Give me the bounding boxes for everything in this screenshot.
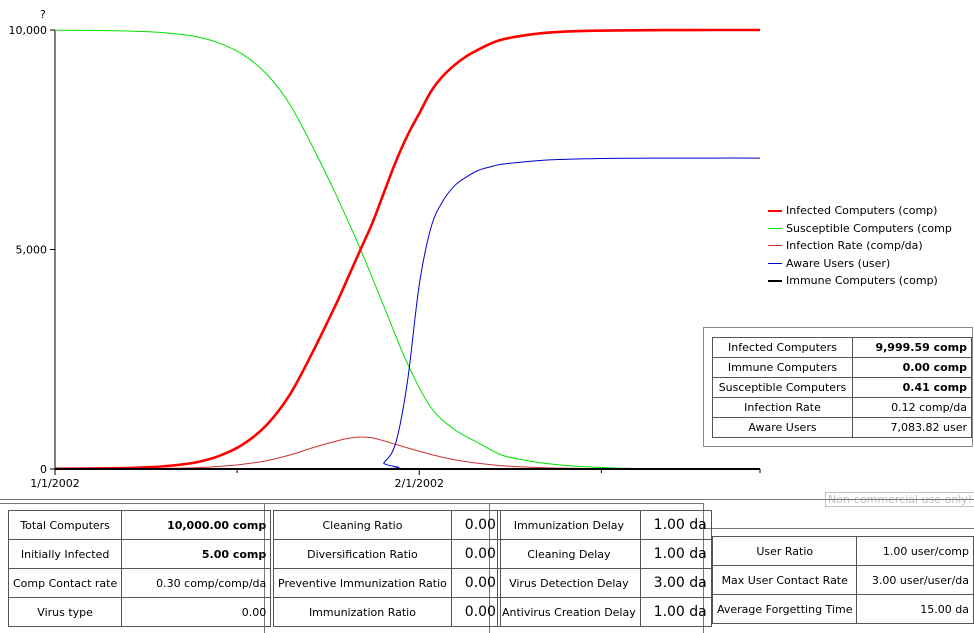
simulation-chart: ? 10,000 5,000 01/1/2002 2/1/2002 (9, 8, 761, 490)
parameter-name: Virus type (7, 597, 123, 627)
parameter-row: Total Computers 10,000.00 comp (7, 510, 272, 540)
value-row: Susceptible Computers 0.41 comp (712, 377, 972, 398)
value-amount: 0.12 comp/da (852, 397, 972, 418)
legend-item: Aware Users (user) (768, 255, 974, 273)
parameter-value[interactable]: 0.00 (450, 597, 501, 627)
parameter-row: Immunization Delay 1.00 da (497, 510, 712, 540)
legend-label: Infected Computers (comp) (786, 204, 938, 218)
legend-label: Infection Rate (comp/da) (786, 239, 923, 253)
value-amount: 0.41 comp (852, 377, 972, 398)
parameter-value[interactable]: 3.00 user/user/da (856, 565, 974, 595)
value-name: Susceptible Computers (712, 377, 853, 398)
parameter-name: Cleaning Delay (497, 539, 641, 569)
legend-item: Infected Computers (comp) (768, 202, 974, 220)
aware-users-user-line (54, 157, 761, 470)
parameter-row: Virus Detection Delay 3.00 da (497, 568, 712, 598)
params4-top-border (703, 528, 974, 529)
legend-swatch (768, 279, 782, 282)
parameter-value[interactable]: 1.00 da (639, 597, 712, 627)
parameter-value[interactable]: 5.00 comp (121, 539, 272, 569)
parameter-name: Diversification Ratio (273, 539, 452, 569)
user-parameters-table: User Ratio 1.00 user/comp Max User Contact… (711, 536, 974, 624)
parameter-value[interactable]: 1.00 da (639, 510, 712, 540)
parameter-row: Average Forgetting Time 15.00 da (711, 594, 974, 624)
parameter-value[interactable]: 0.00 (121, 597, 272, 627)
parameter-value[interactable]: 10,000.00 comp (121, 510, 272, 540)
y-tick-label: 10,000 (9, 24, 48, 37)
parameter-name: Cleaning Ratio (273, 510, 452, 540)
value-row: Aware Users 7,083.82 user (712, 417, 972, 438)
y-axis-unit-label: ? (40, 8, 46, 21)
chart-series (54, 28, 761, 471)
legend-label: Aware Users (user) (786, 256, 891, 270)
parameter-row: Comp Contact rate 0.30 comp/comp/da (7, 568, 272, 598)
parameter-row: Cleaning Ratio 0.00 (273, 510, 501, 540)
x-tick-label: 2/1/2002 (395, 477, 444, 490)
y-tick-label: 5,000 (16, 244, 48, 257)
parameter-row: Virus type 0.00 (7, 597, 272, 627)
legend-item: Susceptible Computers (comp (768, 220, 974, 238)
current-values-table: Infected Computers 9,999.59 comp Immune Co… (712, 337, 972, 438)
parameter-row: Preventive Immunization Ratio 0.00 (273, 568, 501, 598)
value-amount: 7,083.82 user (852, 417, 972, 438)
parameter-row: Cleaning Delay 1.00 da (497, 539, 712, 569)
chart-legend: Infected Computers (comp) Susceptible Com… (768, 202, 974, 290)
params-top-border (0, 503, 703, 504)
delay-parameters-table: Immunization Delay 1.00 da Cleaning Delay 1… (497, 510, 712, 627)
parameter-row: Immunization Ratio 0.00 (273, 597, 501, 627)
legend-label: Immune Computers (comp) (786, 274, 938, 288)
chart-bottom-divider (0, 499, 974, 500)
parameter-value[interactable]: 0.00 (450, 510, 501, 540)
ratio-parameters-table: Cleaning Ratio 0.00 Diversification Ratio 0… (273, 510, 501, 627)
chart-axes (50, 29, 761, 475)
parameter-name: Initially Infected (7, 539, 123, 569)
parameter-name: User Ratio (711, 536, 858, 566)
legend-item: Immune Computers (comp) (768, 272, 974, 290)
value-row: Immune Computers 0.00 comp (712, 357, 972, 378)
parameter-name: Immunization Delay (497, 510, 641, 540)
parameter-value[interactable]: 3.00 da (639, 568, 712, 598)
legend-swatch (768, 227, 782, 229)
parameter-name: Max User Contact Rate (711, 565, 858, 595)
parameter-value[interactable]: 0.30 comp/comp/da (121, 568, 272, 598)
parameter-name: Preventive Immunization Ratio (273, 568, 452, 598)
value-row: Infection Rate 0.12 comp/da (712, 397, 972, 418)
initial-parameters-table: Total Computers 10,000.00 comp Initially I… (7, 510, 272, 627)
parameter-row: Diversification Ratio 0.00 (273, 539, 501, 569)
parameter-name: Antivirus Creation Delay (497, 597, 641, 627)
parameter-name: Immunization Ratio (273, 597, 452, 627)
parameter-value[interactable]: 1.00 user/comp (856, 536, 974, 566)
value-name: Infected Computers (712, 337, 853, 358)
parameter-name: Total Computers (7, 510, 123, 540)
value-name: Immune Computers (712, 357, 853, 378)
y-tick-label: 0 (40, 463, 47, 476)
value-amount: 9,999.59 comp (852, 337, 972, 358)
chart-tick-labels: 10,000 5,000 01/1/2002 2/1/2002 (9, 24, 444, 490)
parameter-value[interactable]: 0.00 (450, 568, 501, 598)
parameter-row: User Ratio 1.00 user/comp (711, 536, 974, 566)
legend-label: Susceptible Computers (comp (786, 221, 952, 235)
parameter-row: Max User Contact Rate 3.00 user/user/da (711, 565, 974, 595)
value-name: Infection Rate (712, 397, 853, 418)
value-name: Aware Users (712, 417, 853, 438)
infection-rate-comp-da-line (54, 436, 760, 470)
current-values-panel: Infected Computers 9,999.59 comp Immune Co… (703, 327, 973, 447)
legend-item: Infection Rate (comp/da) (768, 237, 974, 255)
parameter-value[interactable]: 1.00 da (639, 539, 712, 569)
legend-swatch (768, 209, 782, 212)
legend-swatch (768, 245, 782, 247)
parameter-name: Average Forgetting Time (711, 594, 858, 624)
parameter-name: Virus Detection Delay (497, 568, 641, 598)
susceptible-computers-comp-line (54, 29, 760, 470)
parameter-value[interactable]: 15.00 da (856, 594, 974, 624)
x-tick-label: 1/1/2002 (30, 477, 79, 490)
parameter-name: Comp Contact rate (7, 568, 123, 598)
parameter-value[interactable]: 0.00 (450, 539, 501, 569)
legend-swatch (768, 262, 782, 264)
parameter-row: Antivirus Creation Delay 1.00 da (497, 597, 712, 627)
infected-computers-comp-line (54, 28, 760, 471)
value-amount: 0.00 comp (852, 357, 972, 378)
value-row: Infected Computers 9,999.59 comp (712, 337, 972, 358)
parameter-row: Initially Infected 5.00 comp (7, 539, 272, 569)
